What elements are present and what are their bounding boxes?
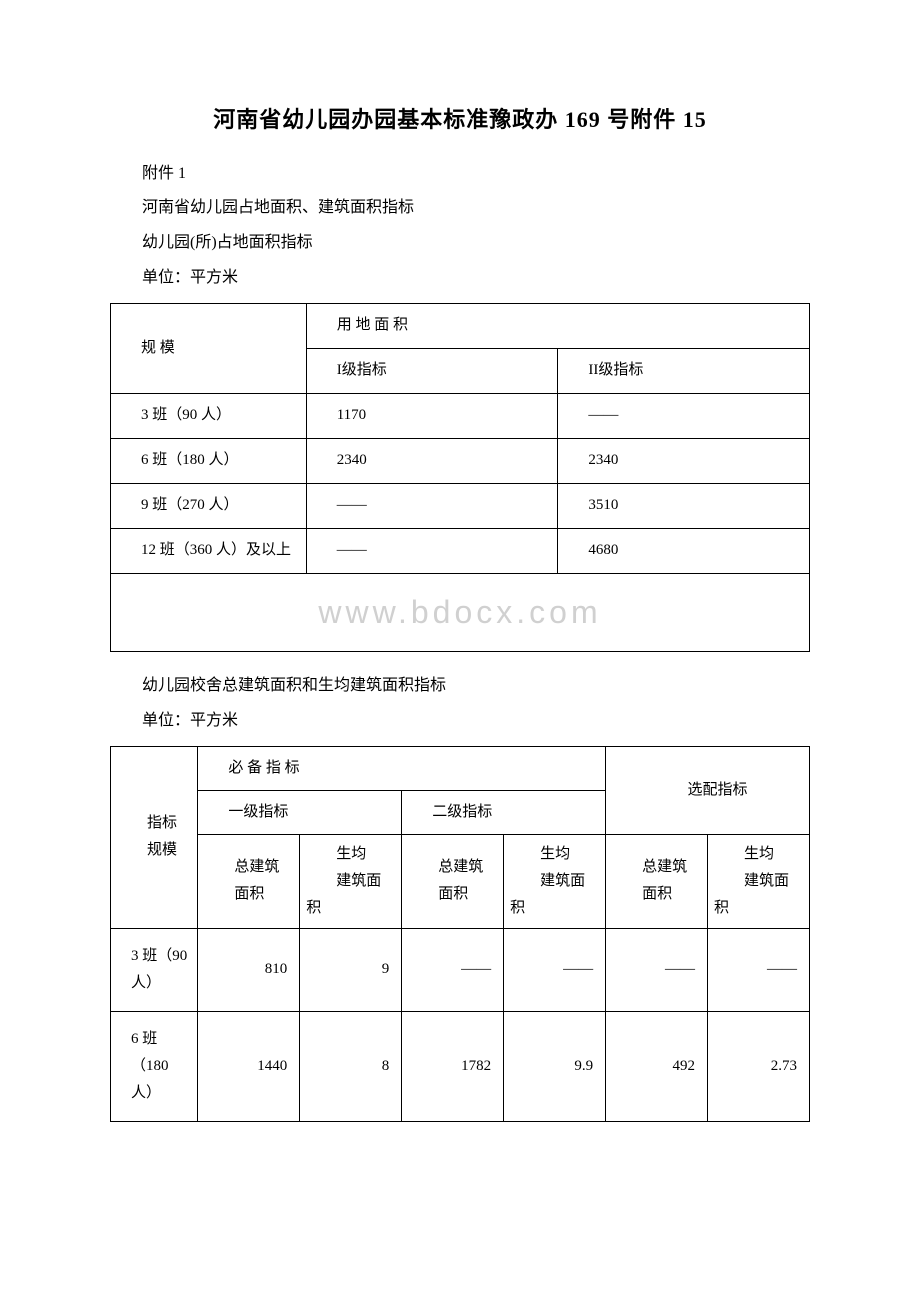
header-sub-label: 面积 [612, 881, 701, 908]
header-sub-label: 生均 [306, 841, 395, 868]
cell-value: 9 [300, 928, 402, 1011]
header-level2: 二级指标 [402, 790, 606, 834]
header-total-area: 总建筑 面积 [198, 834, 300, 928]
header-sub-label: 面积 [408, 881, 497, 908]
cell-scale: 3 班（90 人） [111, 393, 307, 438]
table-header-row: 规 模 用 地 面 积 [111, 303, 810, 348]
land-area-table: 规 模 用 地 面 积 I级指标 II级指标 3 班（90 人） 1170 ——… [110, 303, 810, 653]
header-sub-label: 建筑面积 [510, 868, 599, 922]
mid-line-2: 单位：平方米 [110, 707, 810, 736]
cell-value: 8 [300, 1011, 402, 1121]
header-area: 用 地 面 积 [306, 303, 809, 348]
header-sub-label: 总建筑 [204, 854, 293, 881]
cell-value: 4680 [558, 528, 810, 573]
cell-value: 2340 [306, 438, 558, 483]
page-title: 河南省幼儿园办园基本标准豫政办 169 号附件 15 [110, 100, 810, 140]
cell-value: 3510 [558, 483, 810, 528]
header-sub-label: 总建筑 [612, 854, 701, 881]
building-area-table: 指标 规模 必 备 指 标 选配指标 一级指标 二级指标 总建筑 面积 生均 建… [110, 746, 810, 1122]
intro-line-4: 单位：平方米 [110, 264, 810, 293]
intro-line-3: 幼儿园(所)占地面积指标 [110, 229, 810, 258]
header-scale-label: 规模 [117, 837, 191, 864]
cell-value: —— [708, 928, 810, 1011]
cell-value: 492 [606, 1011, 708, 1121]
cell-value: 9.9 [504, 1011, 606, 1121]
table-row: 3 班（90 人） 1170 —— [111, 393, 810, 438]
cell-value: —— [606, 928, 708, 1011]
table-subheader-row-2: 总建筑 面积 生均 建筑面积 总建筑 面积 生均 建筑面积 总建筑 面积 生均 … [111, 834, 810, 928]
cell-value: —— [306, 528, 558, 573]
header-sub-label: 建筑面积 [714, 868, 803, 922]
header-total-area: 总建筑 面积 [606, 834, 708, 928]
cell-scale: 3 班（90 人） [111, 928, 198, 1011]
header-sub-label: 建筑面积 [306, 868, 395, 922]
mid-line-1: 幼儿园校舍总建筑面积和生均建筑面积指标 [110, 672, 810, 701]
cell-value: 2.73 [708, 1011, 810, 1121]
header-total-area: 总建筑 面积 [402, 834, 504, 928]
cell-value: —— [504, 928, 606, 1011]
table-row: 3 班（90 人） 810 9 —— —— —— —— [111, 928, 810, 1011]
table-row: 6 班（180 人） 2340 2340 [111, 438, 810, 483]
header-sub-label: 总建筑 [408, 854, 497, 881]
header-level1: I级指标 [306, 348, 558, 393]
watermark-row: www.bdocx.com [111, 573, 810, 652]
header-indicator-label: 指标 [117, 810, 191, 837]
cell-value: —— [306, 483, 558, 528]
watermark-text: www.bdocx.com [111, 573, 810, 652]
header-avg-area: 生均 建筑面积 [300, 834, 402, 928]
header-avg-area: 生均 建筑面积 [708, 834, 810, 928]
header-level2: II级指标 [558, 348, 810, 393]
cell-value: 810 [198, 928, 300, 1011]
cell-scale: 6 班（180 人） [111, 438, 307, 483]
intro-line-1: 附件 1 [110, 160, 810, 189]
cell-value: 1782 [402, 1011, 504, 1121]
table-row: 9 班（270 人） —— 3510 [111, 483, 810, 528]
intro-line-2: 河南省幼儿园占地面积、建筑面积指标 [110, 194, 810, 223]
cell-scale: 6 班（180 人） [111, 1011, 198, 1121]
header-avg-area: 生均 建筑面积 [504, 834, 606, 928]
cell-value: —— [402, 928, 504, 1011]
header-sub-label: 生均 [510, 841, 599, 868]
header-required: 必 备 指 标 [198, 746, 606, 790]
cell-value: 1440 [198, 1011, 300, 1121]
cell-value: —— [558, 393, 810, 438]
header-sub-label: 面积 [204, 881, 293, 908]
cell-scale: 9 班（270 人） [111, 483, 307, 528]
header-level1: 一级指标 [198, 790, 402, 834]
header-scale: 指标 规模 [111, 746, 198, 928]
cell-value: 1170 [306, 393, 558, 438]
header-optional: 选配指标 [606, 746, 810, 834]
cell-value: 2340 [558, 438, 810, 483]
cell-scale: 12 班（360 人）及以上 [111, 528, 307, 573]
header-sub-label: 生均 [714, 841, 803, 868]
header-scale: 规 模 [111, 303, 307, 393]
table-header-row: 指标 规模 必 备 指 标 选配指标 [111, 746, 810, 790]
table-row: 12 班（360 人）及以上 —— 4680 [111, 528, 810, 573]
table-row: 6 班（180 人） 1440 8 1782 9.9 492 2.73 [111, 1011, 810, 1121]
